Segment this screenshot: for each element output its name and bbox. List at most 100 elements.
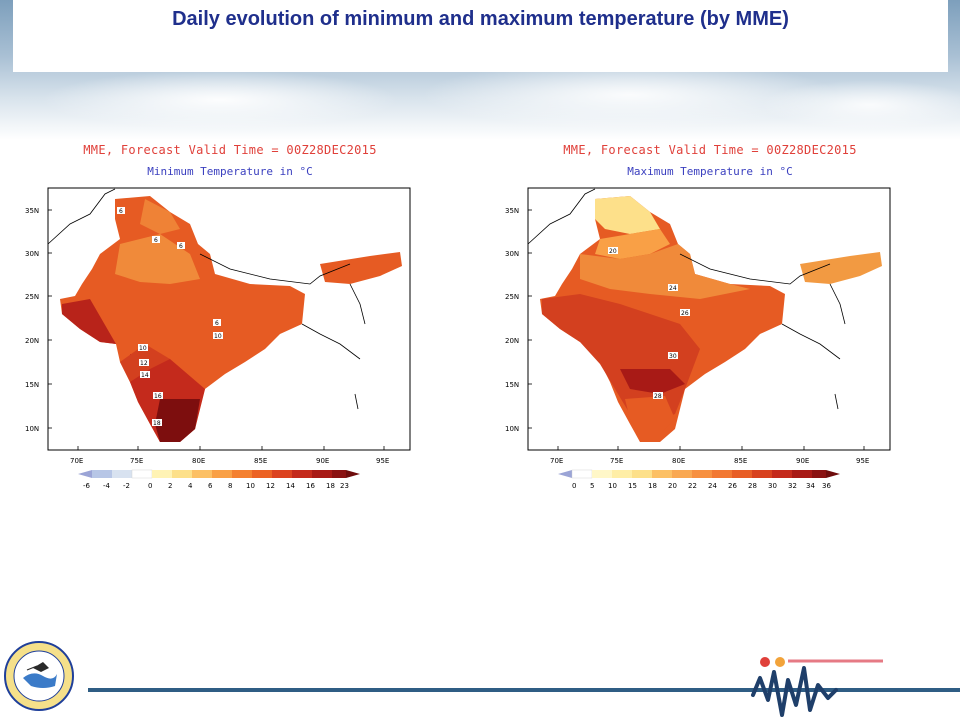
map-subtitle: Minimum Temperature in °C [147,165,313,178]
cloud-decoration [760,80,960,130]
lon-label: 70E [550,457,563,465]
colorbar-label: 10 [246,482,255,490]
contour-region [140,199,180,234]
colorbar-label: 10 [608,482,617,490]
contour-region [625,396,675,434]
border-line [829,283,846,325]
contour-label: 14 [141,372,149,379]
max-temperature-map: 20 24 26 30 28 35N 30N 25N 20N 15N 10N 7… [505,187,891,490]
lon-label: 85E [734,457,747,465]
map-title: MME, Forecast Valid Time = 00Z28DEC2015 [83,143,377,157]
lon-label: 70E [70,457,83,465]
lat-label: 35N [25,207,39,215]
colorbar-label: 28 [748,482,757,490]
colorbar-label: 18 [326,482,335,490]
contour-label: 16 [154,393,162,400]
northeast-region-fill [320,252,402,284]
border-line [527,188,596,245]
lon-label: 75E [610,457,623,465]
contour-region [620,369,685,394]
lon-label: 80E [672,457,685,465]
contour-label: 12 [140,360,148,367]
contour-region [595,196,660,234]
contour-label: 6 [119,208,123,215]
colorbar [78,469,360,479]
lat-label: 15N [25,381,39,389]
colorbar-label: 23 [340,482,349,490]
contour-label: 20 [609,248,617,255]
colorbar-label: 30 [768,482,777,490]
colorbar-label: 14 [286,482,295,490]
colorbar-label: -2 [123,482,130,490]
colorbar-label: 2 [168,482,172,490]
min-temperature-map-panel: MME, Forecast Valid Time = 00Z28DEC2015 … [20,140,420,500]
lon-label: 85E [254,457,267,465]
contour-labels: 20 24 26 30 28 [608,247,690,400]
colorbar-label: 15 [628,482,637,490]
map-subtitle: Maximum Temperature in °C [627,165,793,178]
mfm-logo-icon [751,657,883,717]
colorbar-label: 22 [688,482,697,490]
contour-label: 10 [214,333,222,340]
lat-label: 20N [25,337,39,345]
contour-label: 24 [669,285,677,292]
coastline [781,323,841,360]
colorbar-label: 0 [572,482,576,490]
lat-label: 25N [505,293,519,301]
lon-label: 90E [316,457,329,465]
colorbar-label: 20 [668,482,677,490]
colorbar-label: -4 [103,482,111,490]
colorbar-label: 5 [590,482,594,490]
border-line [47,188,116,245]
colorbar-label: 32 [788,482,797,490]
lat-label: 30N [505,250,519,258]
coastline [301,323,361,360]
lon-label: 95E [376,457,389,465]
lon-label: 80E [192,457,205,465]
lat-label: 20N [505,337,519,345]
imd-emblem-icon [4,641,74,711]
contour-region [62,299,116,344]
contour-region [580,244,750,299]
max-temperature-map-panel: MME, Forecast Valid Time = 00Z28DEC2015 … [500,140,900,500]
lat-label: 15N [505,381,519,389]
page-title: Daily evolution of minimum and maximum t… [172,8,789,30]
lon-label: 95E [856,457,869,465]
contour-labels: 6 6 6 6 10 10 12 14 16 18 [117,207,223,427]
map-title: MME, Forecast Valid Time = 00Z28DEC2015 [563,143,857,157]
colorbar-label: 36 [822,482,831,490]
colorbar-label: 12 [266,482,275,490]
island-line [354,393,359,410]
colorbar-label: 8 [228,482,232,490]
colorbar-label: 24 [708,482,717,490]
contour-label: 6 [154,237,158,244]
colorbar-label: 4 [188,482,193,490]
colorbar-label: 0 [148,482,152,490]
contour-label: 10 [139,345,147,352]
cloud-decoration [40,70,400,130]
title-box: Daily evolution of minimum and maximum t… [13,0,948,72]
lon-label: 90E [796,457,809,465]
contour-label: 26 [681,310,689,317]
colorbar [558,469,840,479]
northeast-region-fill [800,252,882,284]
contour-label: 6 [215,320,219,327]
colorbar-label: 18 [648,482,657,490]
border-line [349,283,366,325]
lat-label: 30N [25,250,39,258]
contour-label: 18 [153,420,161,427]
border-line [199,253,351,285]
contour-label: 28 [654,393,662,400]
colorbar-label: 6 [208,482,213,490]
colorbar-label: 26 [728,482,737,490]
border-line [679,253,831,285]
colorbar-label: 34 [806,482,815,490]
colorbar-label: 16 [306,482,315,490]
contour-region [155,399,200,442]
lat-label: 10N [25,425,39,433]
lat-label: 10N [505,425,519,433]
lat-label: 35N [505,207,519,215]
contour-label: 6 [179,243,183,250]
lon-label: 75E [130,457,143,465]
lat-label: 25N [25,293,39,301]
